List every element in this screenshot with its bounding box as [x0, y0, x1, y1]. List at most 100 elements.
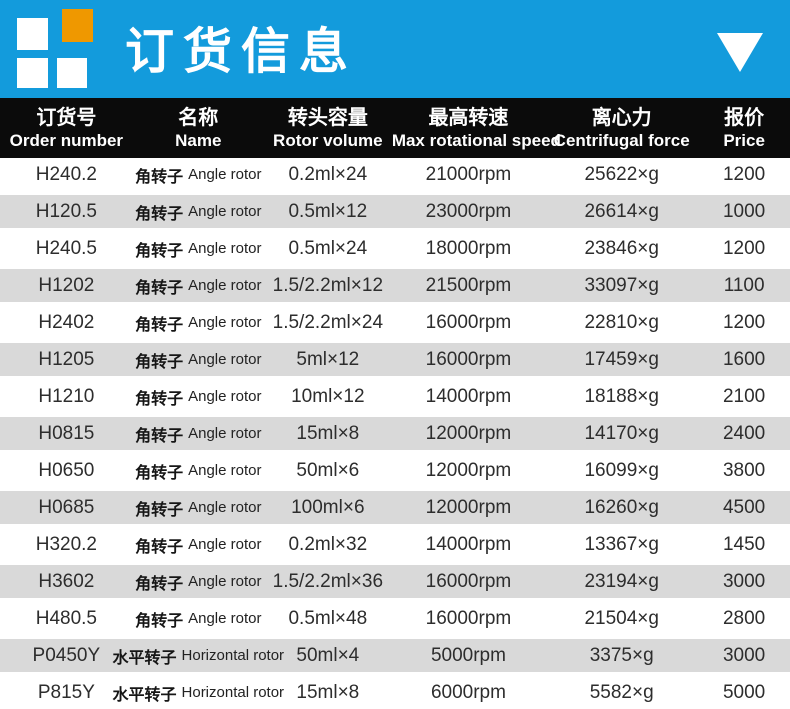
- centrifugal-force-cell: 17459×g: [584, 348, 659, 370]
- table-body: H240.2 角转子 Angle rotor 0.2ml×24 21000rpm…: [0, 158, 790, 709]
- name-zh: 角转子: [135, 279, 184, 297]
- name-en: Angle rotor: [188, 240, 262, 257]
- name-cell: 角转子 Angle rotor: [133, 343, 264, 376]
- price-cell: 1600: [722, 348, 766, 370]
- name-zh: 角转子: [135, 316, 184, 334]
- order-number-cell: H240.5: [35, 237, 97, 259]
- rotor-volume-cell: 50ml×4: [296, 644, 360, 666]
- logo-square-white-bottom-right: [57, 58, 87, 88]
- table-row: H240.2 角转子 Angle rotor 0.2ml×24 21000rpm…: [0, 158, 790, 191]
- name-en: Angle rotor: [188, 166, 262, 183]
- name-cell: 水平转子 Horizontal rotor: [113, 639, 285, 672]
- rotor-volume-cell: 0.2ml×32: [288, 533, 368, 555]
- column-header-en: Centrifugal force: [553, 130, 690, 150]
- max-speed-cell: 18000rpm: [425, 237, 512, 259]
- rotor-volume-cell: 0.5ml×48: [288, 607, 368, 629]
- max-speed-cell: 21500rpm: [425, 274, 512, 296]
- table-row: H1205 角转子 Angle rotor 5ml×12 16000rpm 17…: [0, 339, 790, 380]
- rotor-volume-cell: 1.5/2.2ml×36: [272, 570, 384, 592]
- max-speed-cell: 6000rpm: [430, 681, 506, 703]
- rotor-volume-cell: 100ml×6: [291, 496, 365, 518]
- order-number-cell: P0450Y: [32, 644, 101, 666]
- rotor-volume-cell: 5ml×12: [296, 348, 360, 370]
- banner: 订货信息: [0, 0, 790, 98]
- price-cell: 3800: [722, 459, 766, 481]
- rotor-volume-cell: 10ml×12: [291, 385, 365, 407]
- triangle-down-icon: [717, 33, 763, 72]
- price-cell: 2800: [722, 607, 766, 629]
- order-number-cell: H2402: [38, 311, 95, 333]
- column-header-en: Max rotational speed: [391, 130, 561, 150]
- centrifugal-force-cell: 25622×g: [584, 163, 659, 185]
- order-number-cell: H240.2: [35, 163, 97, 185]
- centrifugal-force-cell: 13367×g: [584, 533, 659, 555]
- price-cell: 3000: [722, 644, 766, 666]
- price-cell: 1000: [722, 200, 766, 222]
- name-cell: 角转子 Angle rotor: [133, 602, 264, 635]
- name-en: Angle rotor: [188, 573, 262, 590]
- name-cell: 角转子 Angle rotor: [133, 232, 264, 265]
- table-row: H3602 角转子 Angle rotor 1.5/2.2ml×36 16000…: [0, 561, 790, 602]
- logo-square-white-top: [17, 18, 48, 50]
- price-cell: 1450: [722, 533, 766, 555]
- price-cell: 4500: [722, 496, 766, 518]
- column-header-rotor-volume: 转头容量 Rotor volume: [264, 106, 392, 151]
- column-header-price: 报价 Price: [698, 106, 790, 151]
- centrifugal-force-cell: 3375×g: [589, 644, 654, 666]
- name-cell: 角转子 Angle rotor: [133, 565, 264, 598]
- table-row: H0650 角转子 Angle rotor 50ml×6 12000rpm 16…: [0, 454, 790, 487]
- name-zh: 角转子: [135, 538, 184, 556]
- price-cell: 2400: [722, 422, 766, 444]
- centrifugal-force-cell: 26614×g: [584, 200, 659, 222]
- table-row: H120.5 角转子 Angle rotor 0.5ml×12 23000rpm…: [0, 191, 790, 232]
- name-zh: 角转子: [135, 390, 184, 408]
- column-header-order-number: 订货号 Order number: [0, 106, 133, 151]
- name-cell: 水平转子 Horizontal rotor: [113, 676, 285, 709]
- max-speed-cell: 21000rpm: [425, 163, 512, 185]
- max-speed-cell: 16000rpm: [425, 348, 512, 370]
- centrifugal-force-cell: 21504×g: [584, 607, 659, 629]
- rotor-volume-cell: 1.5/2.2ml×24: [272, 311, 384, 333]
- table-row: H0815 角转子 Angle rotor 15ml×8 12000rpm 14…: [0, 413, 790, 454]
- name-cell: 角转子 Angle rotor: [133, 306, 264, 339]
- name-cell: 角转子 Angle rotor: [133, 158, 264, 191]
- max-speed-cell: 23000rpm: [425, 200, 512, 222]
- table-row: H240.5 角转子 Angle rotor 0.5ml×24 18000rpm…: [0, 232, 790, 265]
- centrifugal-force-cell: 23194×g: [584, 570, 659, 592]
- order-number-cell: H1205: [38, 348, 95, 370]
- column-header-en: Rotor volume: [273, 130, 383, 150]
- order-number-cell: H1210: [38, 385, 95, 407]
- name-cell: 角转子 Angle rotor: [133, 269, 264, 302]
- name-zh: 水平转子: [112, 649, 177, 667]
- centrifugal-force-cell: 18188×g: [584, 385, 659, 407]
- logo-square-white-bottom-left: [17, 58, 48, 88]
- name-en: Angle rotor: [188, 277, 262, 294]
- column-header-zh: 转头容量: [287, 106, 368, 129]
- column-header-zh: 离心力: [591, 106, 652, 129]
- order-number-cell: H0815: [38, 422, 95, 444]
- name-zh: 角转子: [135, 464, 184, 482]
- order-number-cell: H480.5: [35, 607, 97, 629]
- max-speed-cell: 5000rpm: [430, 644, 506, 666]
- column-header-zh: 最高转速: [428, 106, 509, 129]
- price-cell: 5000: [722, 681, 766, 703]
- name-en: Angle rotor: [188, 499, 262, 516]
- order-number-cell: H0650: [38, 459, 95, 481]
- max-speed-cell: 16000rpm: [425, 311, 512, 333]
- column-header-zh: 订货号: [36, 106, 97, 129]
- price-cell: 3000: [722, 570, 766, 592]
- name-cell: 角转子 Angle rotor: [133, 195, 264, 228]
- centrifugal-force-cell: 23846×g: [584, 237, 659, 259]
- name-zh: 角转子: [135, 501, 184, 519]
- max-speed-cell: 12000rpm: [425, 496, 512, 518]
- centrifugal-force-cell: 16099×g: [584, 459, 659, 481]
- column-header-en: Order number: [9, 130, 124, 150]
- page-title: 订货信息: [125, 25, 358, 80]
- name-en: Angle rotor: [188, 203, 262, 220]
- table-row: P0450Y 水平转子 Horizontal rotor 50ml×4 5000…: [0, 635, 790, 676]
- name-zh: 角转子: [135, 168, 184, 186]
- name-en: Angle rotor: [188, 351, 262, 368]
- max-speed-cell: 12000rpm: [425, 422, 512, 444]
- name-zh: 角转子: [135, 612, 184, 630]
